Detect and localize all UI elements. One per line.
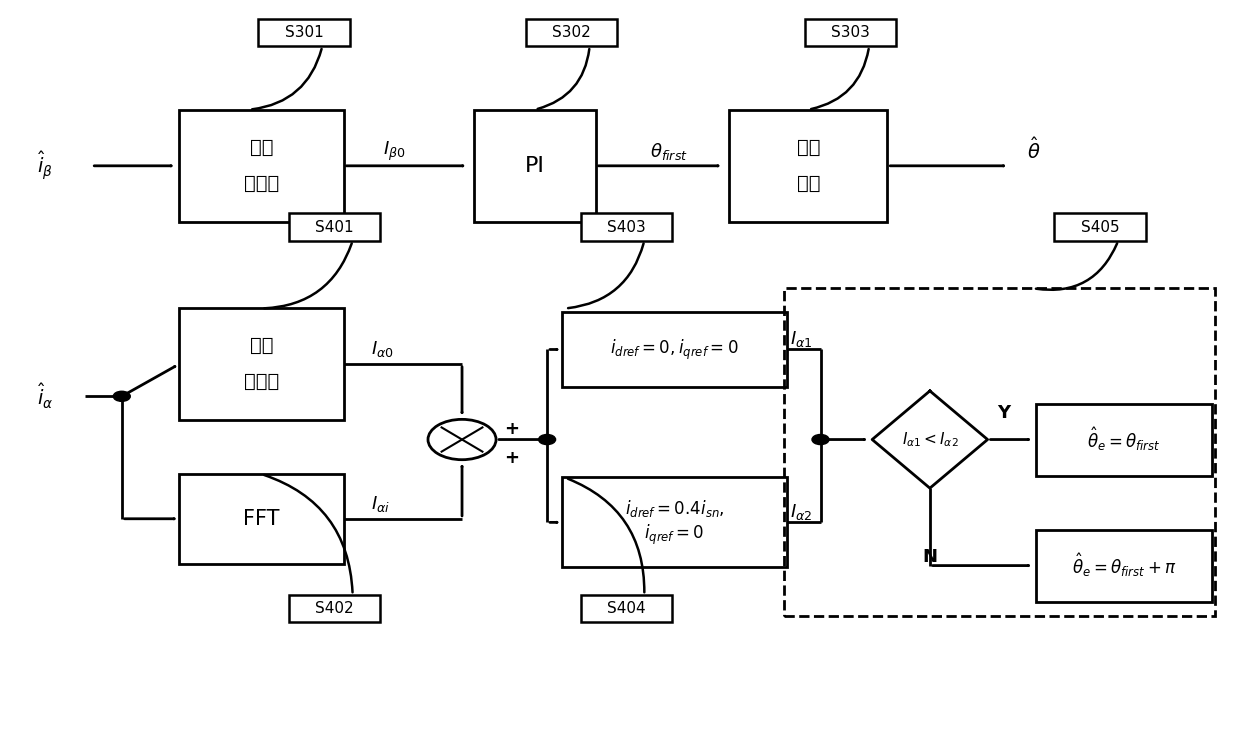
- Bar: [180, 110, 343, 222]
- Text: $i_{dref}=0,i_{qref}=0$: $i_{dref}=0,i_{qref}=0$: [610, 337, 739, 362]
- Bar: [562, 312, 787, 387]
- Text: N: N: [923, 548, 937, 565]
- Text: S405: S405: [1081, 220, 1120, 234]
- Bar: [258, 19, 350, 46]
- Text: FFT: FFT: [243, 509, 280, 528]
- Text: $\hat{\theta}_e=\theta_{first}$: $\hat{\theta}_e=\theta_{first}$: [1087, 426, 1161, 453]
- Bar: [1037, 529, 1213, 601]
- Circle shape: [538, 434, 556, 445]
- Text: $\hat{i}_{\beta}$: $\hat{i}_{\beta}$: [37, 150, 52, 182]
- Bar: [784, 288, 1215, 616]
- Text: S404: S404: [606, 601, 645, 617]
- Bar: [1037, 404, 1213, 476]
- Bar: [580, 595, 672, 623]
- Bar: [289, 213, 379, 241]
- Text: 低通: 低通: [249, 138, 273, 157]
- Circle shape: [113, 391, 130, 401]
- Circle shape: [428, 420, 496, 459]
- Text: $\hat{\theta}$: $\hat{\theta}$: [1027, 137, 1040, 163]
- Bar: [729, 110, 888, 222]
- Text: S302: S302: [552, 25, 590, 40]
- Text: 更新: 更新: [796, 174, 820, 193]
- Bar: [180, 474, 343, 564]
- Text: $\hat{\theta}_e=\theta_{first}+\pi$: $\hat{\theta}_e=\theta_{first}+\pi$: [1073, 552, 1177, 579]
- Text: $\hat{i}_{\alpha}$: $\hat{i}_{\alpha}$: [37, 381, 53, 411]
- Bar: [580, 213, 672, 241]
- Bar: [805, 19, 897, 46]
- Text: $I_{\alpha 0}$: $I_{\alpha 0}$: [371, 340, 394, 359]
- Bar: [180, 308, 343, 420]
- Text: $I_{\alpha i}$: $I_{\alpha i}$: [371, 495, 389, 514]
- Text: 滤波器: 滤波器: [244, 174, 279, 193]
- Bar: [289, 595, 379, 623]
- Text: S301: S301: [285, 25, 324, 40]
- Polygon shape: [872, 391, 987, 488]
- Bar: [526, 19, 618, 46]
- Text: S303: S303: [832, 25, 870, 40]
- Text: $I_{\alpha 1}<I_{\alpha 2}$: $I_{\alpha 1}<I_{\alpha 2}$: [901, 430, 959, 449]
- Text: $\theta_{first}$: $\theta_{first}$: [650, 141, 688, 162]
- Text: +: +: [505, 420, 520, 438]
- Text: 低通: 低通: [249, 337, 273, 356]
- Text: 滤波器: 滤波器: [244, 373, 279, 392]
- Text: +: +: [505, 448, 520, 467]
- Text: PI: PI: [525, 156, 544, 176]
- Text: $I_{\beta 0}$: $I_{\beta 0}$: [383, 140, 405, 163]
- Text: $i_{dref}=0.4i_{sn},$
$i_{qref}=0$: $i_{dref}=0.4i_{sn},$ $i_{qref}=0$: [625, 498, 724, 547]
- Bar: [474, 110, 595, 222]
- Bar: [1054, 213, 1146, 241]
- Text: S403: S403: [606, 220, 646, 234]
- Text: Y: Y: [997, 404, 1009, 422]
- Text: S401: S401: [315, 220, 353, 234]
- Text: $I_{\alpha 2}$: $I_{\alpha 2}$: [790, 501, 812, 522]
- Text: 赋值: 赋值: [796, 138, 820, 157]
- Text: S402: S402: [315, 601, 353, 617]
- Circle shape: [812, 434, 830, 445]
- Bar: [562, 477, 787, 567]
- Text: $I_{\alpha 1}$: $I_{\alpha 1}$: [790, 329, 812, 348]
